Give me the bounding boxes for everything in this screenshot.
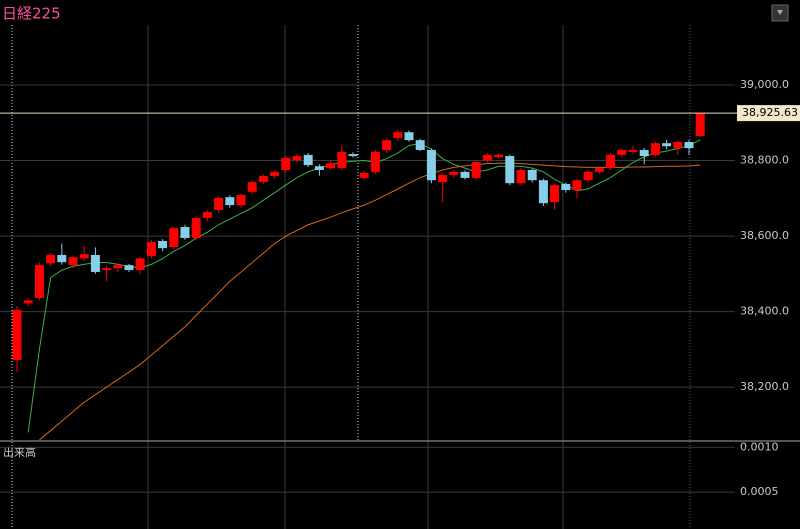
candle-body xyxy=(561,183,571,191)
candle-body xyxy=(650,143,660,155)
candle-body xyxy=(34,265,44,299)
candle-body xyxy=(281,157,291,170)
candle-body xyxy=(482,154,492,161)
candle-body xyxy=(594,168,604,172)
candle-body xyxy=(348,154,358,157)
y-tick-label: 38,800.0 xyxy=(740,154,789,167)
y-tick-label: 38,600.0 xyxy=(740,229,789,242)
candle-body xyxy=(247,182,257,192)
candle-body xyxy=(617,149,627,155)
vertical-grid xyxy=(147,25,564,529)
candle-body xyxy=(158,240,168,249)
candle-body xyxy=(494,154,504,158)
candle-body xyxy=(673,142,683,149)
candle-body xyxy=(68,257,78,266)
chart-title: 日経225 xyxy=(2,5,61,23)
candle-body xyxy=(449,171,459,175)
y-tick-label: 0.0005 xyxy=(740,485,779,498)
candle-body xyxy=(538,180,548,204)
candle-body xyxy=(393,132,403,138)
menu-icon xyxy=(777,10,783,15)
candle-body xyxy=(337,151,347,169)
candle-body xyxy=(639,149,649,157)
candle-body xyxy=(258,176,268,183)
candle-body xyxy=(314,166,324,170)
candle-body xyxy=(180,227,190,238)
candle-body xyxy=(404,132,414,141)
candle-body xyxy=(415,140,425,150)
candle-body xyxy=(57,254,67,263)
candle-body xyxy=(270,171,280,177)
y-tick-label: 38,400.0 xyxy=(740,305,789,318)
session-lines xyxy=(11,25,691,529)
candle-body xyxy=(214,197,224,211)
candle-body xyxy=(527,169,537,181)
candle-body xyxy=(572,180,582,191)
candle-body xyxy=(124,265,134,271)
last-price-box xyxy=(737,105,800,122)
candle-body xyxy=(516,169,526,184)
moving-average xyxy=(39,162,701,441)
candle-body xyxy=(292,156,302,161)
candle-body xyxy=(303,154,313,166)
volume-title: 出来高 xyxy=(3,445,36,459)
candle-body xyxy=(505,156,515,184)
candle-body xyxy=(191,217,201,238)
candle-body xyxy=(23,300,33,304)
candle-body xyxy=(583,171,593,181)
candle-body xyxy=(370,151,380,172)
candle-body xyxy=(550,185,560,203)
candle-body xyxy=(90,254,100,272)
candle-body xyxy=(12,310,22,360)
candle-body xyxy=(684,142,694,149)
candle-body xyxy=(46,254,56,264)
candle-body xyxy=(426,149,436,181)
candle-body xyxy=(135,258,145,271)
candle-body xyxy=(662,143,672,147)
candle-body xyxy=(113,265,123,269)
candle-body xyxy=(236,194,246,206)
candle-body xyxy=(606,154,616,169)
last-price-label: 38,925.63 xyxy=(742,106,798,119)
candle-body xyxy=(695,113,705,137)
candle-body xyxy=(79,254,89,259)
candle-body xyxy=(102,268,112,271)
candle-body xyxy=(438,174,448,183)
candle-body xyxy=(471,162,481,178)
candle-body xyxy=(326,163,336,169)
y-tick-label: 39,000.0 xyxy=(740,78,789,91)
candle-body xyxy=(628,149,638,152)
candle-body xyxy=(169,228,179,248)
candle-body xyxy=(460,171,470,178)
candle-body xyxy=(382,140,392,150)
candle-body xyxy=(202,211,212,218)
y-tick-label: 0.0010 xyxy=(740,440,779,453)
candle-body xyxy=(146,242,156,257)
candle-body xyxy=(359,173,369,178)
candle-body xyxy=(225,197,235,206)
y-tick-label: 38,200.0 xyxy=(740,380,789,393)
